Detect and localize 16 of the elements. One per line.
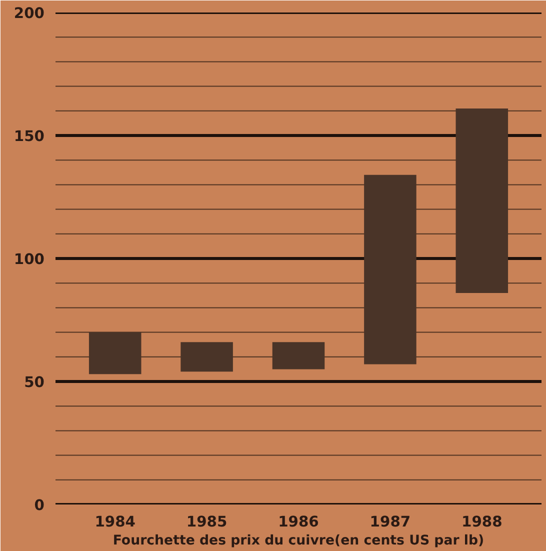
x-tick-label: 1986	[278, 514, 319, 530]
bar	[364, 174, 416, 364]
y-tick-label: 100	[14, 251, 44, 268]
y-tick-label: 150	[14, 128, 44, 145]
x-tick-label: 1988	[462, 514, 502, 530]
y-tick-label: 0	[34, 497, 45, 514]
x-tick-label: 1985	[186, 514, 228, 530]
x-axis-title: Fourchette des prix du cuivre(en cents US par lb)	[112, 534, 484, 548]
y-tick-label: 200	[14, 5, 44, 22]
bar	[180, 342, 233, 372]
x-tick-label: 1987	[370, 514, 411, 530]
bar	[88, 332, 142, 374]
bar	[456, 108, 508, 293]
y-tick-label: 50	[24, 374, 45, 391]
x-tick-label: 1984	[94, 514, 136, 530]
bar	[272, 342, 325, 370]
